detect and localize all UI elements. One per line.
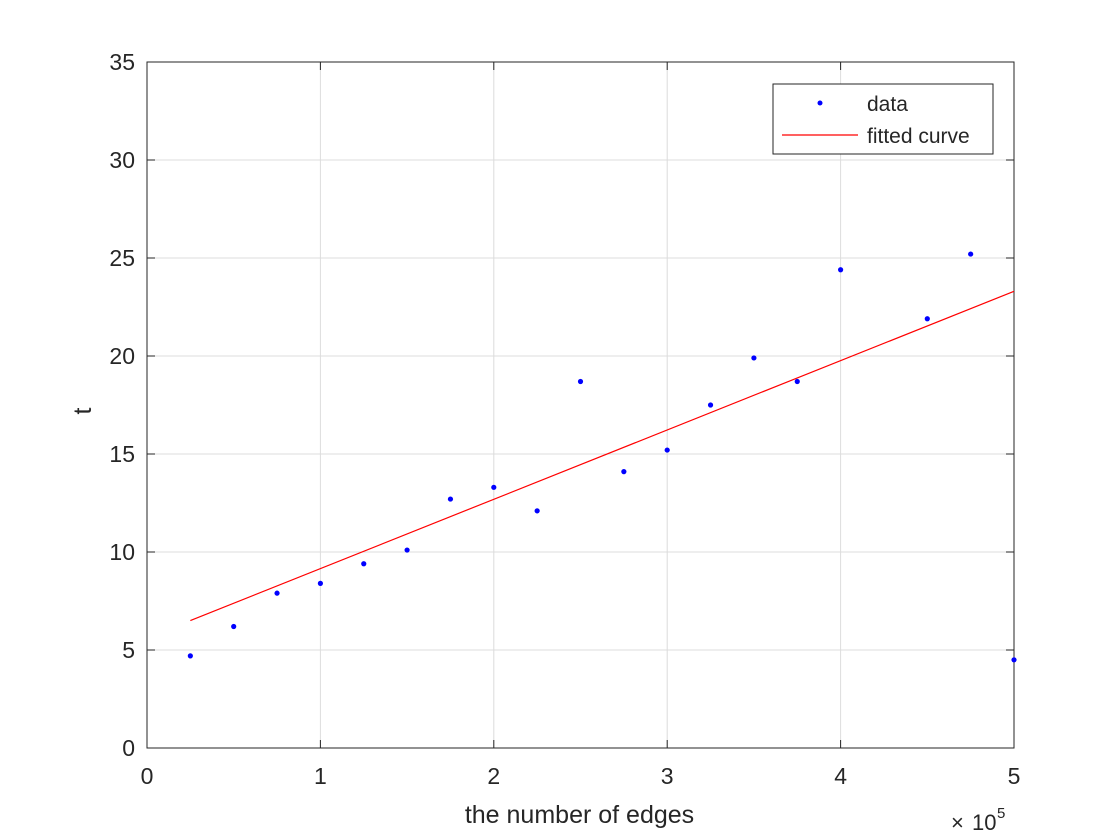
plot-frame — [146, 61, 1015, 749]
y-tick-label: 30 — [109, 147, 135, 173]
x-tick-label: 2 — [487, 763, 500, 789]
x-tick-label: 0 — [141, 763, 154, 789]
data-point — [231, 623, 237, 630]
x-tick-label: 3 — [661, 763, 674, 789]
data-point — [968, 251, 974, 257]
data-point — [317, 580, 323, 586]
y-tick-label: 0 — [122, 735, 135, 761]
series-layer — [187, 251, 1017, 663]
x-exponent-power: 5 — [997, 805, 1005, 822]
data-point — [361, 561, 367, 567]
y-tick-label: 20 — [109, 343, 135, 369]
data-point — [664, 447, 670, 453]
data-point — [577, 378, 584, 385]
y-tick-label: 25 — [109, 245, 135, 271]
y-tick-label: 10 — [109, 539, 135, 565]
x-axis-label: the number of edges — [465, 801, 694, 829]
data-point — [534, 508, 540, 514]
data-point — [707, 402, 714, 408]
y-tick-label: 35 — [109, 49, 135, 75]
data-point — [274, 590, 280, 596]
x-tick-label: 1 — [314, 763, 327, 789]
y-tick-label: 15 — [109, 441, 135, 467]
data-point — [924, 316, 930, 322]
data-point — [794, 378, 800, 385]
data-point — [491, 484, 497, 490]
x-tick-label: 4 — [834, 763, 847, 789]
x-tick-label: 5 — [1008, 763, 1021, 789]
data-point — [447, 496, 454, 502]
legend: data fitted curve — [772, 83, 994, 155]
grid — [147, 62, 1014, 748]
fitted-curve-line — [190, 290, 1015, 622]
y-axis-label: t — [69, 407, 97, 414]
data-point — [1011, 657, 1017, 663]
legend-marker-data — [817, 100, 823, 106]
legend-label-data: data — [867, 93, 908, 116]
data-point — [838, 267, 844, 273]
legend-label-fitted-curve: fitted curve — [867, 125, 970, 148]
x-exponent-prefix: × — [951, 810, 964, 835]
legend-box — [772, 83, 994, 155]
data-point — [621, 469, 627, 475]
data-point — [751, 355, 757, 361]
tick-labels: 0 1 2 3 4 5 0 5 10 15 20 25 30 35 — [109, 49, 1020, 789]
x-axis-exponent: × 10 5 — [951, 805, 1005, 835]
axis-ticks — [146, 61, 1015, 749]
x-exponent-base: 10 — [972, 810, 996, 835]
data-point — [404, 547, 410, 553]
y-tick-label: 5 — [122, 637, 135, 663]
data-point — [187, 653, 193, 659]
